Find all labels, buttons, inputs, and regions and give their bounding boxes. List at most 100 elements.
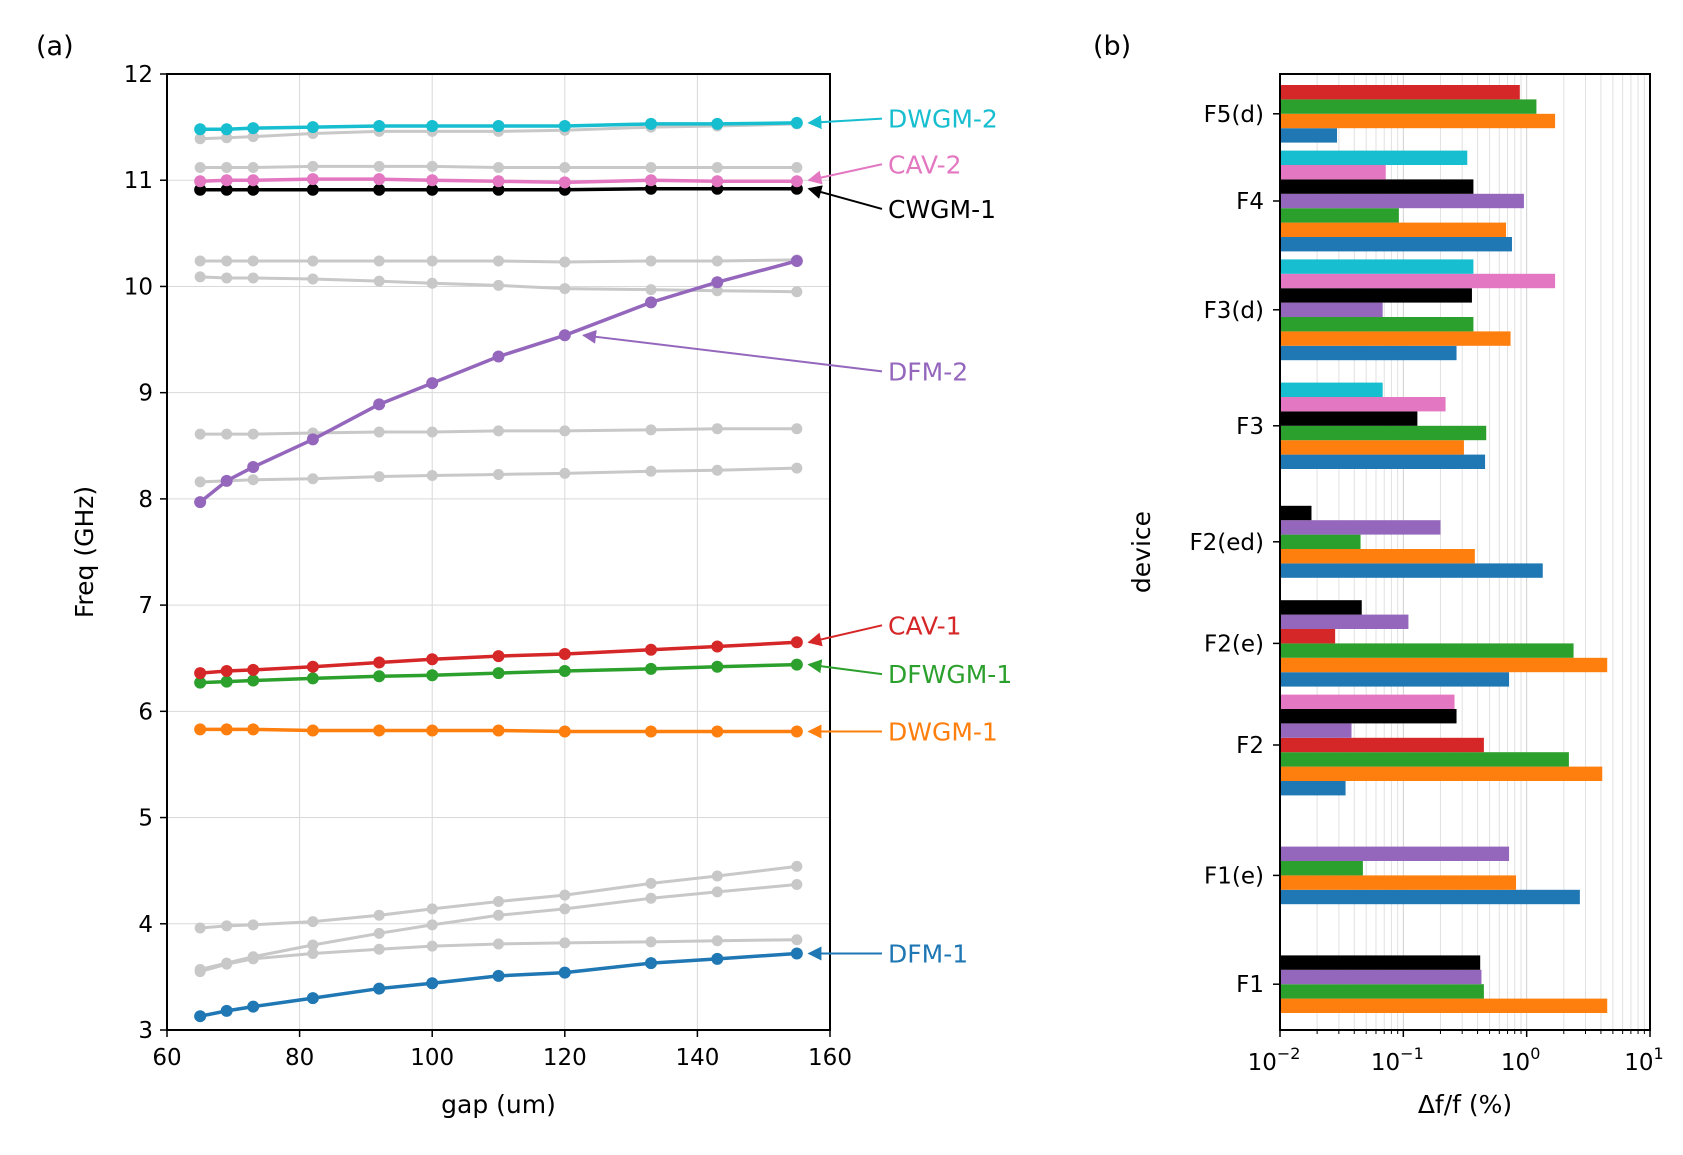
series-dfm-2-point xyxy=(711,276,724,289)
series-gray-1-point xyxy=(426,940,438,952)
series-gray-1-point xyxy=(711,935,723,947)
series-cav-2-point xyxy=(373,173,386,186)
panel-a-label: (a) xyxy=(36,31,74,62)
series-gray-6-point xyxy=(426,277,438,289)
series-dfm-1-line xyxy=(199,951,797,1018)
annotation-arrow-cav-2 xyxy=(807,163,883,185)
series-gray-3-point xyxy=(559,889,571,901)
annotation-label-cav-2: CAV-2 xyxy=(888,150,962,179)
panel-b-label: (b) xyxy=(1093,31,1131,62)
series-gray-4-point xyxy=(559,467,571,479)
series-dwgm-2-point xyxy=(247,122,260,135)
series-gray-2-point xyxy=(711,886,723,898)
tick-base: 10 xyxy=(1371,1050,1400,1076)
series-gray-8-point xyxy=(221,161,233,173)
series-gray-6-point xyxy=(791,286,803,298)
series-gray-2-point xyxy=(426,919,438,931)
series-dfm-2-point xyxy=(194,496,207,509)
bar-f3-d-dfm-1 xyxy=(1280,345,1457,361)
series-dfm-2-point xyxy=(247,461,260,474)
series-cav-2-point xyxy=(711,175,724,188)
series-gray-3-point xyxy=(645,877,657,889)
series-cav-1-point xyxy=(220,664,233,677)
bar-f1-e-dwgm-1 xyxy=(1280,875,1517,890)
bar-f2-ed-dfm-1 xyxy=(1280,563,1543,578)
tick-exponent: 0 xyxy=(1530,1044,1540,1063)
series-dfm-1-point xyxy=(426,977,439,990)
tick-base: 10 xyxy=(1501,1050,1530,1076)
bar-f2-ed-dwgm-1 xyxy=(1280,549,1475,564)
annotation-arrow-dfwgm-1 xyxy=(807,659,883,676)
bar-f4-dfwgm-1 xyxy=(1280,208,1399,223)
series-gray-2-point xyxy=(373,927,385,939)
series-gray-5-point xyxy=(247,428,259,440)
series-gray-4-point xyxy=(791,462,803,474)
bar-f3-cwgm-1 xyxy=(1280,411,1418,426)
series-gray-1-point xyxy=(493,938,504,950)
series-cwgm-1-point xyxy=(644,182,657,195)
series-gray-8-point xyxy=(645,161,657,173)
series-dfm-2-point xyxy=(558,329,571,342)
series-gray-2-point xyxy=(194,963,206,975)
series-gray-7-point xyxy=(493,255,504,267)
series-dwgm-1-point xyxy=(558,725,571,738)
bar-f4-cwgm-1 xyxy=(1280,179,1474,194)
series-gray-1-point xyxy=(645,936,657,948)
series-gray-1-point xyxy=(373,943,385,955)
series-dfm-1-point xyxy=(220,1004,233,1017)
panel-a-y-tick-label: 3 xyxy=(138,1018,153,1044)
series-gray-6-point xyxy=(247,272,259,284)
series-gray-2-point xyxy=(791,878,803,890)
panel-a-x-tick-label: 100 xyxy=(410,1045,454,1071)
series-gray-3-point xyxy=(791,860,803,872)
panel-a-x-tick-label: 160 xyxy=(808,1045,852,1071)
series-gray-8-point xyxy=(559,161,571,173)
series-gray-3-point xyxy=(221,920,233,932)
panel-b-x-tick-label: 101 xyxy=(1624,1044,1663,1076)
series-cav-2-point xyxy=(790,175,803,188)
series-gray-2-point xyxy=(221,957,233,969)
series-dfwgm-1-point xyxy=(194,676,207,689)
bar-f3-dwgm-1 xyxy=(1280,440,1464,455)
series-dfm-1-point xyxy=(247,1000,260,1013)
series-gray-2-point xyxy=(559,903,571,915)
series-dfm-1-point xyxy=(373,982,386,995)
series-dfm-1-point xyxy=(492,969,505,982)
series-cwgm-1-point xyxy=(220,183,233,196)
bar-f2-ed-dfwgm-1 xyxy=(1280,534,1361,549)
bar-f4-cav-2 xyxy=(1280,165,1386,180)
panel-b-y-ticks: F1 F1(e) F2 F2(e) F2(ed) F3 F3(d) F4 F5(d) xyxy=(1189,102,1280,998)
series-gray-3-point xyxy=(247,919,259,931)
panel-a-x-tick-label: 80 xyxy=(285,1045,314,1071)
annotation-label-cav-1: CAV-1 xyxy=(888,611,962,640)
series-dfwgm-1-point xyxy=(790,658,803,671)
series-dwgm-2-point xyxy=(220,123,233,136)
series-dfm-1-point xyxy=(711,952,724,965)
series-gray-4-point xyxy=(711,464,723,476)
bar-f1-dfwgm-1 xyxy=(1280,984,1484,999)
series-gray-6-point xyxy=(373,275,385,287)
series-cwgm-1-point xyxy=(194,183,207,196)
bar-f2-e-dwgm-1 xyxy=(1280,657,1608,673)
series-dfm-1-point xyxy=(194,1010,207,1023)
bar-f5-d-dfm-1 xyxy=(1280,128,1338,143)
bar-f3-dfm-1 xyxy=(1280,454,1486,469)
series-dwgm-1-point xyxy=(644,725,657,738)
panel-b-frame xyxy=(1279,73,1651,1031)
series-cav-1-point xyxy=(373,656,386,669)
series-gray-5-point xyxy=(559,425,571,437)
series-dfm-2-point xyxy=(644,296,657,309)
panel-a-x-axis-title: gap (um) xyxy=(441,1090,556,1119)
panel-a-y-tick-label: 12 xyxy=(124,62,153,88)
series-gray-2-point xyxy=(307,939,319,951)
series-cav-1-point xyxy=(247,663,260,676)
series-dwgm-2-point xyxy=(644,117,657,130)
series-dfm-1-point xyxy=(306,992,319,1005)
series-gray-6-point xyxy=(645,284,657,296)
series-dwgm-2-point xyxy=(558,120,571,133)
series-dfwgm-1-point xyxy=(220,675,233,688)
series-dwgm-2-point xyxy=(426,120,439,133)
series-dfwgm-1-point xyxy=(558,664,571,677)
bar-f2-e-cwgm-1 xyxy=(1280,600,1362,615)
